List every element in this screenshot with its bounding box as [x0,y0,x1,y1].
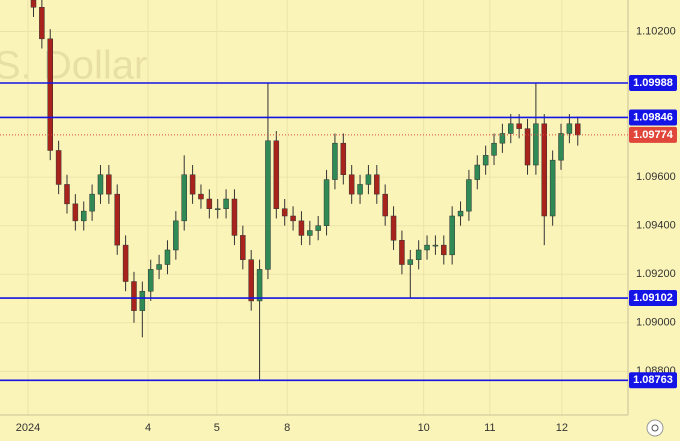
level-box [629,290,677,307]
candle-body [415,249,422,260]
candle-body [332,142,338,180]
candle-body [231,198,238,236]
candle-body [549,159,556,217]
candle-body [198,193,204,200]
candle-body [181,174,187,222]
candle-body [114,193,120,246]
candle-body [106,174,112,195]
candle-body [131,281,137,311]
candle-body [365,174,372,185]
candle-body [64,184,70,205]
watermark: S. Dollar [0,44,147,88]
candle-body [173,220,179,251]
settings-icon[interactable] [646,419,664,437]
x-tick-label: 11 [484,422,495,434]
candle-body [97,174,104,195]
candle-body [348,174,355,195]
level-label: 1.09102 [633,292,673,304]
current-price-box [629,126,677,143]
candle-body [89,193,95,212]
x-tick-label: 10 [418,422,430,434]
candle-body [156,264,162,270]
candle-body [575,123,581,136]
candle-body [323,179,330,226]
level-label: 1.08763 [633,374,673,386]
candle-body [374,174,380,195]
candle-body [558,133,564,161]
candle-body [499,133,506,144]
candle-body [390,215,397,241]
x-tick-label: 5 [214,422,220,434]
candle-body [30,0,37,8]
candle-body [164,249,171,265]
candle-body [223,198,229,209]
y-tick-label: 1.09000 [636,317,676,329]
y-tick-label: 1.09400 [636,220,676,232]
candle-body [399,240,405,265]
candle-body [424,244,430,251]
candle-body [482,155,489,166]
candle-body [265,140,271,270]
candle-body [39,7,45,40]
candle-body [273,140,280,209]
candle-body [474,164,481,180]
candle-body [55,150,62,185]
candle-body [516,123,522,129]
candle-body [533,123,539,166]
candle-body [80,210,87,222]
x-tick-label: 2024 [16,422,40,434]
candle-body [508,123,514,134]
candle-body [122,244,129,282]
x-tick-label: 4 [145,422,151,434]
level-label: 1.09988 [633,77,673,89]
candle-body [72,203,79,222]
candle-body [248,259,254,302]
x-tick-label: 8 [284,422,290,434]
candle-body [340,142,347,175]
candle-body [524,128,531,166]
y-tick-label: 1.09200 [636,268,676,280]
candle-body [441,244,447,256]
candle-body [307,230,313,236]
x-tick-label: 12 [556,422,568,434]
candle-body [298,220,305,236]
candle-body [256,269,263,302]
candle-body [357,184,363,195]
candle-body [206,198,213,209]
y-tick-label: 1.10200 [636,25,676,37]
candle-body [457,210,464,217]
y-tick-label: 1.09600 [636,171,676,183]
candle-body [281,208,288,217]
candle-body [189,174,196,195]
candle-body [290,215,296,222]
candle-body [432,244,439,247]
candle-body [466,179,472,212]
candle-body [214,208,221,210]
candle-body [47,38,53,151]
candle-body [240,235,246,260]
candle-body [407,259,414,265]
candle-body [315,225,321,231]
level-box [629,75,677,91]
candle-body [491,142,497,156]
candle-body [449,215,455,256]
candle-body [139,290,146,311]
candle-body [541,123,548,217]
level-label: 1.09846 [633,111,673,123]
current-price-label: 1.09774 [633,129,674,141]
candle-body [147,269,154,292]
level-box [629,372,677,389]
candle-body [382,193,388,217]
candle-body [566,123,573,134]
level-box [629,109,677,126]
